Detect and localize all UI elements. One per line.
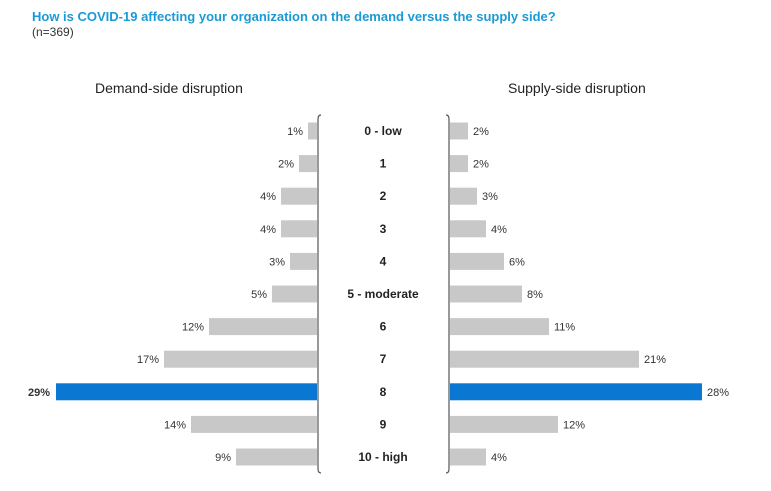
supply-value-label: 11% (554, 322, 575, 334)
supply-bar (450, 415, 558, 433)
demand-value-label: 4% (260, 191, 276, 203)
demand-bar (209, 318, 317, 336)
category-label: 6 (380, 320, 387, 334)
right-axis-line (445, 114, 450, 474)
demand-value-label: 3% (269, 256, 285, 268)
supply-bar (450, 252, 504, 270)
demand-bar (281, 187, 317, 205)
demand-bar (308, 122, 317, 140)
supply-bar (450, 383, 702, 401)
category-label: 1 (380, 157, 387, 171)
supply-value-label: 2% (473, 126, 489, 138)
category-label: 8 (380, 385, 387, 399)
supply-bar (450, 220, 486, 238)
demand-side-heading: Demand-side disruption (95, 80, 243, 96)
supply-bar (450, 350, 639, 368)
demand-bar (281, 220, 317, 238)
supply-value-label: 8% (527, 289, 543, 301)
supply-value-label: 4% (491, 224, 507, 236)
demand-value-label: 5% (251, 289, 267, 301)
supply-bar (450, 122, 468, 140)
supply-value-label: 28% (707, 387, 729, 399)
supply-bar (450, 318, 549, 336)
demand-bar (191, 415, 317, 433)
demand-bar (299, 155, 317, 173)
demand-value-label: 12% (182, 322, 204, 334)
supply-value-label: 4% (491, 452, 507, 464)
supply-bar (450, 155, 468, 173)
chart-subtitle: (n=369) (32, 25, 74, 39)
category-label: 0 - low (364, 124, 402, 138)
supply-value-label: 3% (482, 191, 498, 203)
category-label: 9 (380, 417, 387, 431)
supply-bar (450, 187, 477, 205)
demand-bar (164, 350, 317, 368)
supply-value-label: 6% (509, 256, 525, 268)
demand-value-label: 4% (260, 224, 276, 236)
category-label: 2 (380, 189, 387, 203)
supply-value-label: 2% (473, 159, 489, 171)
supply-side-heading: Supply-side disruption (508, 80, 646, 96)
demand-bar (272, 285, 317, 303)
supply-bar (450, 285, 522, 303)
demand-bar (236, 448, 317, 466)
category-label: 3 (380, 222, 387, 236)
demand-value-label: 9% (215, 452, 231, 464)
supply-bar (450, 448, 486, 466)
demand-value-label: 14% (164, 419, 186, 431)
demand-value-label: 1% (287, 126, 303, 138)
supply-value-label: 12% (563, 419, 585, 431)
category-label: 4 (380, 254, 387, 268)
demand-value-label: 17% (137, 354, 159, 366)
supply-value-label: 21% (644, 354, 666, 366)
category-label: 5 - moderate (347, 287, 419, 301)
demand-bar (290, 252, 317, 270)
category-label: 7 (380, 352, 387, 366)
category-label: 10 - high (358, 450, 407, 464)
demand-value-label: 29% (28, 387, 50, 399)
demand-bar (56, 383, 317, 401)
chart-title: How is COVID-19 affecting your organizat… (32, 9, 556, 24)
demand-value-label: 2% (278, 159, 294, 171)
left-axis-line (317, 114, 322, 474)
